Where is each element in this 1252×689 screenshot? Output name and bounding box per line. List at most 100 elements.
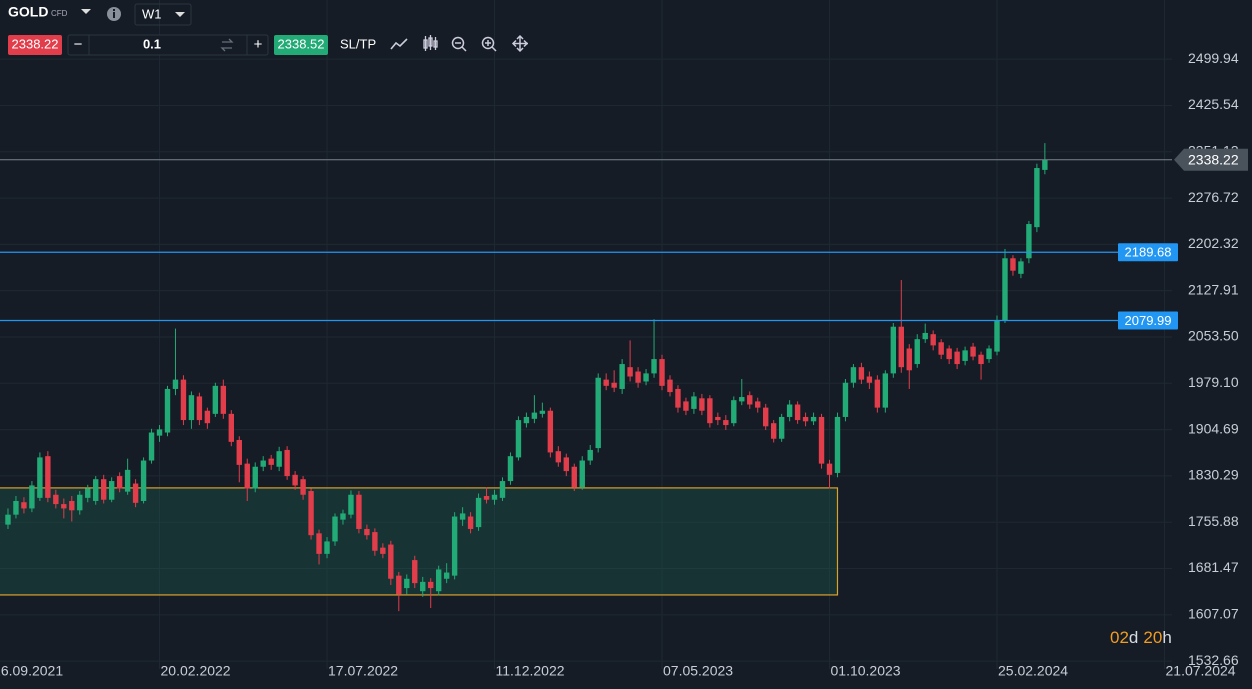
candle-body: [818, 416, 825, 464]
candle-body: [563, 457, 569, 472]
move-icon[interactable]: [511, 34, 529, 53]
countdown-days-unit: d: [1129, 628, 1138, 647]
candle-body: [755, 401, 761, 408]
x-tick-label: 25.02.2024: [998, 663, 1068, 679]
candle-body: [491, 494, 498, 500]
candle-body: [515, 420, 522, 458]
y-tick-label: 2499.94: [1188, 50, 1239, 66]
y-tick-label: 1979.10: [1188, 374, 1239, 390]
candle-body: [587, 449, 593, 461]
y-tick-label: 1755.88: [1188, 513, 1239, 529]
candle-body: [683, 401, 689, 411]
x-tick-label: 17.07.2022: [328, 663, 398, 679]
candle-body: [1042, 159, 1048, 170]
candle-body: [475, 497, 482, 528]
candle-body: [571, 466, 577, 488]
candle-body: [834, 416, 841, 473]
candle-body: [420, 581, 426, 592]
candle-body: [108, 481, 115, 500]
candle-body: [61, 504, 67, 509]
candle-body: [324, 541, 330, 554]
line-chart-icon[interactable]: [390, 38, 408, 50]
candle-body: [1026, 224, 1032, 259]
candle-body: [435, 569, 442, 592]
candle-body: [994, 320, 1000, 352]
y-tick-label: 2202.32: [1188, 235, 1239, 251]
countdown: 02d 20h: [1110, 628, 1172, 647]
zoom-out-icon[interactable]: [451, 36, 467, 52]
zoom-in-icon[interactable]: [481, 36, 497, 52]
last-price-label: 2338.22: [1188, 152, 1239, 168]
info-icon-mark: [113, 12, 115, 18]
y-tick-label: 2425.54: [1188, 96, 1239, 112]
candle-body: [372, 532, 378, 551]
candle-body: [890, 326, 897, 374]
toolbar: GOLD CFD W1 2338.22 − 0.1 + 2338.52 SL/T…: [8, 3, 529, 56]
candle-body: [284, 449, 290, 477]
candle-body: [523, 416, 530, 424]
volume-input[interactable]: [67, 34, 269, 56]
candle-body: [675, 388, 681, 408]
candle-body: [882, 373, 889, 408]
candle-body: [148, 432, 155, 461]
candle-body: [116, 476, 123, 489]
candle-body: [459, 513, 466, 520]
x-tick-label: 01.10.2023: [831, 663, 901, 679]
sell-button[interactable]: [8, 35, 62, 55]
volume-increase[interactable]: +: [254, 36, 263, 53]
candle-body: [723, 420, 729, 426]
candle-body: [228, 413, 235, 442]
volume: 0.1: [143, 36, 161, 51]
symbol-dropdown[interactable]: [81, 9, 91, 14]
volume-decrease[interactable]: −: [74, 36, 83, 53]
candle-body: [220, 385, 227, 414]
candle-body: [922, 332, 928, 340]
candle-body: [691, 396, 697, 409]
timeframe-select[interactable]: [134, 3, 192, 26]
candle-body: [77, 494, 83, 511]
candle-body: [770, 423, 777, 439]
candle-body: [85, 488, 91, 498]
x-tick-label: 21.07.2024: [1166, 663, 1236, 679]
candle-body: [715, 416, 721, 421]
candle-body: [747, 395, 753, 405]
candle-body: [1018, 261, 1024, 274]
grid: [0, 0, 1172, 669]
buy-price: 2338.52: [278, 36, 325, 51]
candle-body: [906, 348, 912, 371]
info-icon-dot: [113, 9, 115, 11]
symbol-type: CFD: [51, 9, 68, 18]
candle-body: [356, 494, 362, 529]
candle-body: [946, 348, 952, 360]
candle-icon[interactable]: [423, 35, 438, 51]
y-tick-label: 2053.50: [1188, 328, 1239, 344]
sl-tp-button[interactable]: SL/TP: [340, 36, 376, 51]
candle-body: [659, 359, 665, 386]
y-tick-label: 1904.69: [1188, 420, 1239, 436]
candle-body: [316, 533, 322, 554]
candle-body: [954, 351, 960, 365]
candle-body: [866, 376, 873, 383]
y-tick-label: 1532.66: [1188, 652, 1239, 668]
candle-body: [786, 404, 793, 417]
timeframe-dropdown: [175, 12, 185, 17]
x-tick-label: 11.12.2022: [496, 663, 565, 679]
candle-body: [268, 458, 274, 465]
candle-body: [938, 342, 944, 355]
candle-body: [37, 457, 43, 498]
swap-icon[interactable]: [220, 38, 234, 52]
candle-body: [794, 404, 801, 421]
candle-body: [172, 379, 179, 389]
candle-body: [292, 474, 298, 486]
buy-button[interactable]: [274, 35, 328, 55]
candle-body: [13, 500, 19, 515]
countdown-days: 02: [1110, 628, 1129, 647]
price-line-tag: [1118, 311, 1178, 330]
countdown-hours-unit: h: [1162, 628, 1171, 647]
candle-body: [404, 578, 410, 589]
candle-body: [531, 412, 538, 419]
candle-body: [29, 485, 35, 509]
candle-body: [388, 544, 394, 579]
symbol[interactable]: GOLD: [8, 4, 48, 20]
